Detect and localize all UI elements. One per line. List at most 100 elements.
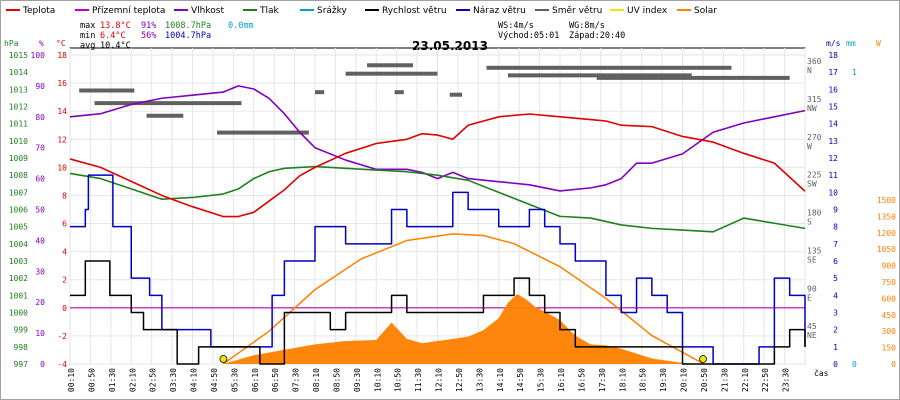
temperature-line: [69, 113, 806, 218]
x-tick-label: 05:30: [230, 368, 239, 392]
axis-ms-tick: 3: [833, 309, 838, 318]
wind-dir-mark: [345, 71, 438, 76]
axis-ms-tick: 16: [828, 85, 838, 94]
stats-avg-label: avg: [80, 41, 95, 51]
axis-temp-tick: 12: [57, 135, 67, 144]
axis-temp-tick: 14: [57, 107, 67, 116]
axis-ms-tick: 18: [828, 51, 838, 60]
x-tick-label: 14:50: [516, 368, 525, 392]
axis-ms-tick: 10: [828, 188, 838, 197]
solar-theory-line: [222, 233, 705, 365]
stats-min-press: 1004.7hPa: [165, 31, 211, 41]
legend-label: Přízemní teplota: [92, 6, 165, 16]
x-tick-label: 17:30: [598, 368, 607, 392]
axis-hpa-tick: 1005: [9, 223, 28, 232]
legend-label: Srážky: [317, 6, 348, 16]
x-tick-label: 16:10: [557, 368, 566, 392]
axis-mm-tick: 0: [852, 360, 857, 369]
axis-w-unit: W: [876, 39, 881, 48]
axis-dir-tick: S: [807, 218, 812, 227]
axis-hpa-tick: 1010: [9, 137, 28, 146]
x-tick-label: 01:30: [108, 368, 117, 392]
axis-hpa-tick: 998: [14, 343, 29, 352]
stats-max-temp: 13.8°C: [100, 21, 131, 31]
axis-mm-unit: mm: [846, 39, 856, 48]
axis-dir-tick: 135: [807, 246, 822, 255]
stats-min-temp: 6.4°C: [100, 31, 126, 41]
axis-w-tick: 1200: [877, 229, 896, 238]
axis-pct-tick: 20: [35, 298, 45, 307]
x-tick-label: 18:50: [639, 368, 648, 392]
x-tick-label: 22:50: [761, 368, 770, 392]
axis-ms-tick: 5: [833, 274, 838, 283]
axis-hpa-tick: 1013: [9, 85, 28, 94]
stats-min-label: min: [80, 31, 95, 41]
axis-ms-tick: 15: [828, 103, 838, 112]
axis-ms-tick: 7: [833, 240, 838, 249]
axis-w-tick: 1050: [877, 245, 896, 254]
legend-label: Teplota: [22, 6, 55, 16]
x-tick-label: 00:50: [87, 368, 96, 392]
axis-pct-tick: 80: [35, 113, 45, 122]
axis-w-tick: 900: [882, 262, 897, 271]
axis-dir-tick: N: [807, 66, 812, 75]
axis-w-tick: 450: [882, 311, 897, 320]
x-tick-label: 12:50: [455, 368, 464, 392]
axis-ms-tick: 2: [833, 326, 838, 335]
x-tick-label: 09:30: [353, 368, 362, 392]
axis-dir-tick: 270: [807, 133, 822, 142]
wind-dir-mark: [217, 130, 309, 135]
x-tick-label: 20:50: [700, 368, 709, 392]
stats-max-label: max: [80, 21, 95, 31]
axis-temp-tick: 0: [62, 304, 67, 313]
axis-temp-tick: 18: [57, 51, 67, 60]
axis-pct-tick: 30: [35, 267, 45, 276]
x-tick-label: 16:50: [577, 368, 586, 392]
axis-dir-tick: 180: [807, 209, 822, 218]
wind-dir-mark: [367, 63, 413, 68]
axis-hpa-tick: 1009: [9, 154, 28, 163]
axis-hpa-tick: 1008: [9, 171, 28, 180]
axis-ms-unit: m/s: [826, 39, 841, 48]
axis-hpa-tick: 1002: [9, 274, 28, 283]
axis-temp-tick: 8: [62, 191, 67, 200]
axis-hpa-tick: 1012: [9, 103, 28, 112]
x-tick-label: 15:30: [537, 368, 546, 392]
legend-label: Solar: [694, 6, 717, 16]
x-axis-label: čas: [814, 368, 829, 378]
axis-temp-tick: 2: [62, 276, 67, 285]
x-tick-label: 07:30: [292, 368, 301, 392]
pressure-line: [69, 165, 806, 233]
axis-temp-tick: 16: [57, 79, 67, 88]
info-wg: WG:8m/s: [569, 21, 605, 31]
legend-label: Směr větru: [552, 6, 602, 16]
axis-ms-tick: 9: [833, 206, 838, 215]
x-tick-label: 02:10: [128, 368, 137, 392]
axis-pct-tick: 90: [35, 82, 45, 91]
axis-ms-tick: 11: [828, 171, 838, 180]
axis-temp-unit: °C: [56, 39, 66, 48]
axis-w-tick: 150: [882, 344, 897, 353]
x-tick-label: 21:30: [720, 368, 729, 392]
axis-pct-tick: 100: [31, 51, 46, 60]
stats-max-press: 1008.7hPa: [165, 21, 211, 31]
axis-dir-tick: 315: [807, 95, 822, 104]
axis-hpa-tick: 1011: [9, 120, 28, 129]
x-tick-label: 18:10: [618, 368, 627, 392]
legend-label: Vlhkost: [191, 6, 224, 16]
x-tick-label: 02:50: [149, 368, 158, 392]
axis-hpa-tick: 1004: [9, 240, 28, 249]
x-tick-label: 04:10: [190, 368, 199, 392]
x-tick-label: 23:30: [782, 368, 791, 392]
axis-dir-tick: 45: [807, 322, 817, 331]
axis-pct-tick: 60: [35, 175, 45, 184]
axis-pct-tick: 50: [35, 206, 45, 215]
x-tick-label: 20:10: [680, 368, 689, 392]
axis-ms-tick: 6: [833, 257, 838, 266]
legend-label: Rychlost větru: [382, 6, 447, 16]
axis-hpa-tick: 1003: [9, 257, 28, 266]
axis-temp-tick: -2: [57, 332, 67, 341]
axis-ms-tick: 4: [833, 291, 838, 300]
